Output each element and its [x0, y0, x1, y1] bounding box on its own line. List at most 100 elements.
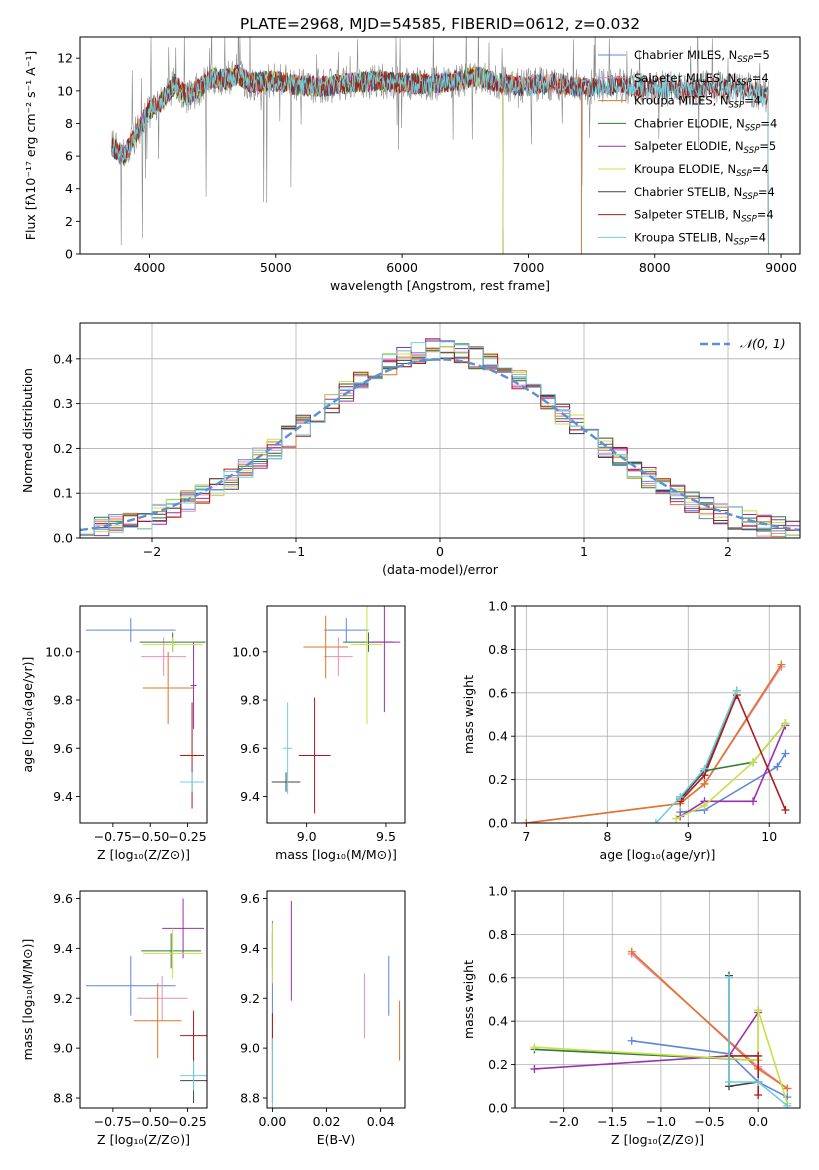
- age-vs-metallicity-panel: −0.75 −0.50 −0.25 9.4 9.6 9.8 10.0 Z [log₁₀(Z/Z…: [20, 605, 208, 862]
- y-tick-label: 0.6: [488, 685, 508, 700]
- weight-line: [728, 977, 788, 1107]
- x-tick-label: 0.04: [367, 1114, 395, 1129]
- mass-vs-extinction-panel: 0.00 0.02 0.04 8.8 9.0 9.2 9.4 9.6 E(B-V): [240, 890, 406, 1147]
- y-tick-label: 2: [65, 214, 73, 229]
- x-tick-label: −1.0: [646, 1114, 676, 1129]
- axes-frame: [79, 322, 801, 539]
- weight-line: [655, 690, 738, 823]
- y-tick-label: 10.0: [45, 644, 73, 659]
- weight-line: [675, 722, 787, 820]
- spectrum-panel: 4000 5000 6000 7000 8000 9000 0 2 4 6 8 10 12 wavelen…: [23, 36, 801, 293]
- axes-frame: [79, 890, 208, 1109]
- plot-area: [271, 900, 401, 1108]
- weight-marker: [627, 947, 636, 956]
- y-tick-label: 0.3: [53, 396, 73, 411]
- x-tick-label: 10: [761, 829, 777, 844]
- y-tick-label: 12: [57, 51, 73, 66]
- y-axis-label: mass weight: [461, 960, 476, 1039]
- weight-marker: [732, 686, 741, 695]
- y-tick-label: 8.8: [53, 1091, 73, 1106]
- weight-marker: [627, 1036, 636, 1045]
- legend-entry: Salpeter MILES, NSSP=4: [634, 71, 769, 88]
- x-tick-label: −0.25: [168, 829, 206, 844]
- y-tick-label: 9.2: [240, 991, 260, 1006]
- y-axis-label: Normed distribution: [20, 368, 35, 493]
- y-tick-label: 8.8: [240, 1091, 260, 1106]
- x-tick-label: −2: [143, 544, 161, 559]
- histogram-step: [80, 338, 800, 537]
- weight-marker: [783, 1101, 792, 1108]
- y-tick-label: 4: [65, 181, 73, 196]
- weight-marker: [749, 797, 758, 806]
- axes-frame: [514, 890, 801, 1109]
- age-vs-mass-panel: 9.0 9.5 9.4 9.6 9.8 10.0 mass [log₁₀(M/M⊙)]: [232, 605, 406, 862]
- weight-marker: [781, 749, 790, 758]
- y-tick-label: 9.0: [240, 1041, 260, 1056]
- axes-frame: [79, 605, 208, 824]
- y-tick-label: 10: [57, 83, 73, 98]
- plot-area: [111, 37, 769, 254]
- y-tick-label: 6: [65, 149, 73, 164]
- weight-marker: [676, 792, 685, 801]
- y-tick-label: 0.4: [488, 1014, 508, 1029]
- y-tick-label: 8: [65, 116, 73, 131]
- x-tick-label: −0.50: [131, 1114, 169, 1129]
- plot-area: [522, 660, 790, 823]
- y-tick-label: 9.6: [240, 891, 260, 906]
- x-tick-label: −0.50: [131, 829, 169, 844]
- x-tick-label: 1: [580, 544, 588, 559]
- y-tick-label: 9.6: [53, 741, 73, 756]
- x-axis-label: Z [log₁₀(Z/Z⊙)]: [97, 1132, 190, 1147]
- residual-histogram-panel: −2 −1 0 1 2 0.0 0.1 0.2 0.3 0.4 (data-model)/error…: [20, 322, 801, 577]
- legend-entry: Chabrier STELIB, NSSP=4: [634, 185, 775, 202]
- x-tick-label: 8000: [639, 260, 671, 275]
- legend-entry: Kroupa STELIB, NSSP=4: [634, 230, 766, 247]
- y-tick-label: 0: [65, 247, 73, 262]
- y-tick-label: 9.6: [53, 891, 73, 906]
- x-tick-label: −2.0: [548, 1114, 578, 1129]
- weight-marker: [700, 779, 709, 788]
- y-tick-label: 9.4: [53, 941, 73, 956]
- y-tick-label: 9.4: [240, 789, 260, 804]
- x-tick-label: −0.75: [94, 1114, 132, 1129]
- x-tick-label: 0.02: [313, 1114, 341, 1129]
- axes-frame: [514, 605, 801, 824]
- y-tick-label: 0.8: [488, 927, 508, 942]
- x-tick-label: 6000: [386, 260, 418, 275]
- axes-frame: [266, 605, 406, 824]
- x-tick-label: 0: [436, 544, 444, 559]
- histogram-step: [80, 341, 800, 538]
- plot-area: [85, 898, 207, 1104]
- y-tick-label: 0.2: [488, 1057, 508, 1072]
- legend-entry: Kroupa ELODIE, NSSP=4: [634, 162, 769, 179]
- y-tick-label: 9.4: [53, 789, 73, 804]
- mass-weight-vs-age-panel: 7 8 9 10 0.0 0.2 0.4 0.6 0.8 1.0 age [log₁₀(age/yr…: [461, 599, 801, 862]
- x-tick-label: 0.00: [258, 1114, 286, 1129]
- x-tick-label: 9: [684, 829, 692, 844]
- x-tick-label: 7: [522, 829, 530, 844]
- x-tick-label: 5000: [260, 260, 292, 275]
- mass-vs-metallicity-panel: −0.75 −0.50 −0.25 8.8 9.0 9.2 9.4 9.6 Z [log₁₀(Z…: [20, 890, 208, 1147]
- y-tick-label: 0.8: [488, 642, 508, 657]
- weight-marker: [781, 719, 790, 728]
- x-axis-label: (data-model)/error: [382, 562, 499, 577]
- x-tick-label: 7000: [513, 260, 545, 275]
- axes-frame: [79, 36, 801, 255]
- legend-entry: Salpeter ELODIE, NSSP=5: [634, 139, 776, 156]
- x-tick-label: 4000: [134, 260, 166, 275]
- x-tick-label: −0.25: [168, 1114, 206, 1129]
- y-tick-label: 0.4: [488, 729, 508, 744]
- legend-entry: Chabrier MILES, NSSP=5: [634, 48, 770, 65]
- model-spectrum-line: [111, 66, 769, 254]
- weight-marker: [530, 1064, 539, 1073]
- y-tick-label: 0.0: [488, 1101, 508, 1116]
- weight-marker: [724, 1077, 733, 1086]
- legend-entry: 𝒩(0, 1): [740, 336, 786, 351]
- weight-line: [631, 1039, 788, 1098]
- x-tick-label: 9000: [765, 260, 797, 275]
- y-tick-label: 1.0: [488, 599, 508, 614]
- x-tick-label: −0.5: [694, 1114, 724, 1129]
- y-axis-label: mass weight: [461, 675, 476, 754]
- weight-line: [526, 664, 783, 823]
